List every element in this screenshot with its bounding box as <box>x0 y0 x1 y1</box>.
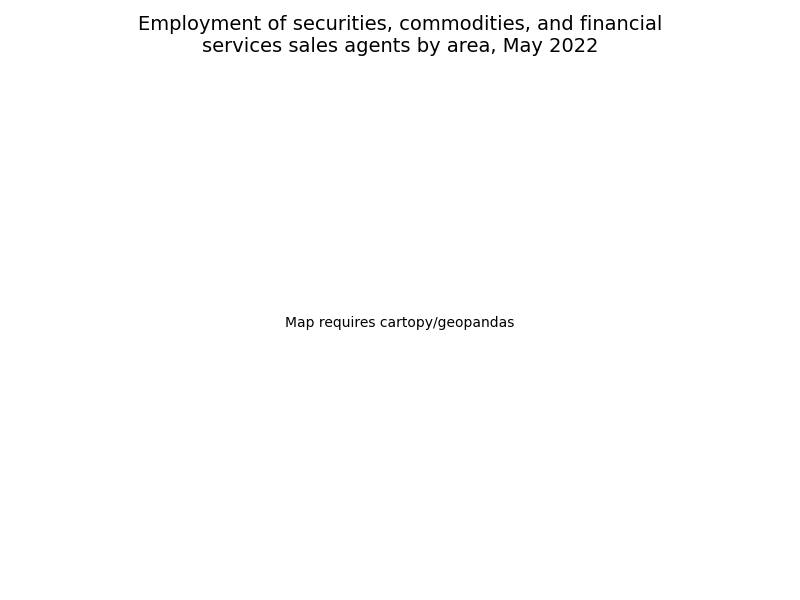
Title: Employment of securities, commodities, and financial
services sales agents by ar: Employment of securities, commodities, a… <box>138 15 662 56</box>
Text: Map requires cartopy/geopandas: Map requires cartopy/geopandas <box>286 316 514 329</box>
